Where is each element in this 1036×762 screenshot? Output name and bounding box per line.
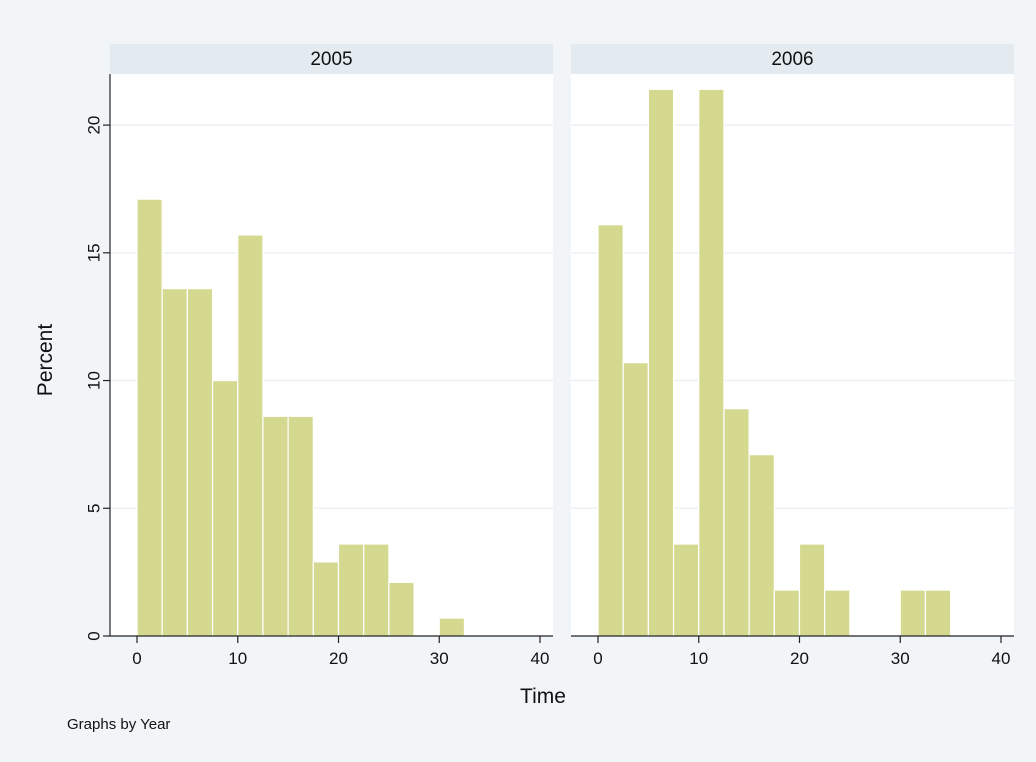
y-tick-label: 20 [85, 116, 104, 135]
bar [773, 589, 801, 637]
bar [647, 88, 675, 637]
bar [723, 408, 750, 637]
x-tick-label: 0 [593, 649, 602, 668]
bar [622, 362, 649, 637]
panels: 2005 0 10 20 30 40 0 5 10 15 20 2006 0 10 20 30 40 [85, 44, 1014, 668]
bar [748, 454, 775, 637]
bar [388, 581, 415, 637]
x-tick-label: 30 [430, 649, 449, 668]
y-tick-label: 0 [85, 631, 104, 640]
bar [211, 379, 239, 637]
panel-strip [110, 44, 553, 74]
bar [337, 543, 365, 637]
x-tick-label: 40 [531, 649, 550, 668]
x-tick-label: 40 [992, 649, 1011, 668]
bar [287, 415, 314, 637]
bar [698, 88, 725, 637]
bar [312, 561, 340, 637]
x-tick-label: 0 [132, 649, 141, 668]
bar [672, 543, 700, 637]
bar [438, 617, 466, 637]
x-tick-label: 10 [689, 649, 708, 668]
graphs-by-note: Graphs by Year [67, 716, 170, 733]
bar [798, 543, 826, 637]
bar [597, 224, 624, 637]
bar [363, 543, 390, 637]
bar [161, 287, 188, 637]
y-axis-title: Percent [34, 324, 57, 397]
panel-title: 2006 [771, 49, 813, 70]
bar [136, 198, 163, 637]
bar [262, 415, 289, 637]
panel-title: 2005 [310, 49, 352, 70]
x-tick-label: 10 [228, 649, 247, 668]
panel-2005: 2005 0 10 20 30 40 0 5 10 15 20 [85, 44, 553, 668]
y-tick-label: 5 [85, 504, 104, 513]
x-tick-label: 30 [891, 649, 910, 668]
bar [237, 234, 264, 637]
y-tick-label: 10 [85, 371, 104, 390]
bar [824, 589, 851, 637]
x-axis-title: Time [520, 685, 566, 708]
x-tick-label: 20 [790, 649, 809, 668]
bar [924, 589, 952, 637]
y-tick-label: 15 [85, 243, 104, 262]
bar [899, 589, 927, 637]
x-tick-label: 20 [329, 649, 348, 668]
panel-strip [571, 44, 1014, 74]
panel-2006: 2006 0 10 20 30 40 [571, 44, 1014, 668]
bar [186, 287, 214, 637]
